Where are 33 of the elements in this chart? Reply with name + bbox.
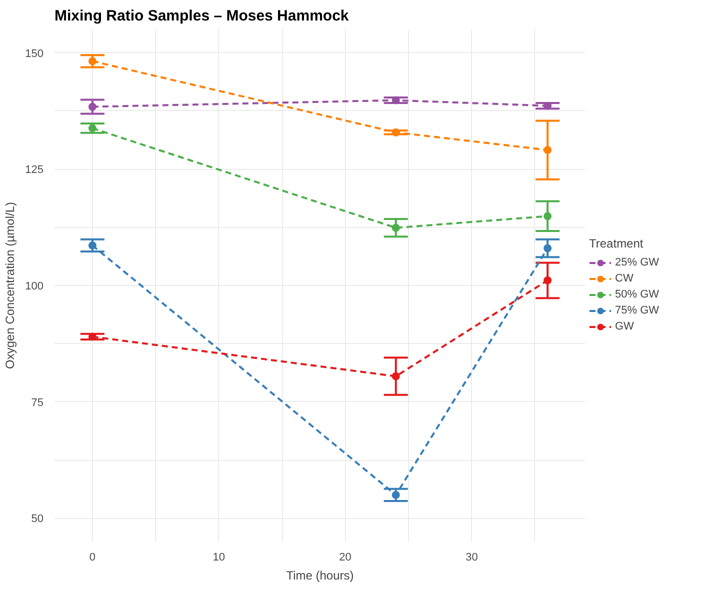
point — [88, 124, 96, 132]
y-tick-label: 50 — [31, 513, 44, 526]
point — [544, 276, 552, 284]
x-tick-label: 30 — [466, 552, 478, 564]
x-tick-label: 0 — [89, 552, 96, 564]
chart-title: Mixing Ratio Samples – Moses Hammock — [54, 8, 350, 24]
point — [392, 128, 400, 136]
point — [88, 102, 96, 111]
point — [544, 146, 552, 154]
point — [88, 241, 96, 250]
y-tick-label: 125 — [25, 164, 44, 176]
point — [392, 372, 400, 380]
point — [544, 102, 552, 110]
point — [392, 490, 400, 499]
point — [544, 212, 552, 220]
point — [544, 244, 552, 252]
legend-label: GW — [615, 320, 635, 332]
legend-label: 75% GW — [615, 304, 660, 316]
x-tick-label: 20 — [339, 552, 352, 564]
legend-label: 50% GW — [615, 288, 660, 300]
point — [88, 332, 96, 341]
legend-title: Treatment — [589, 236, 644, 250]
y-tick-label: 100 — [25, 280, 44, 292]
legend-label: 25% GW — [615, 256, 660, 268]
x-tick-label: 10 — [212, 552, 225, 564]
y-axis-title: Oxygen Concentration (µmol/L) — [3, 202, 18, 369]
y-tick-label: 150 — [25, 48, 44, 60]
y-tick-label: 75 — [31, 396, 44, 409]
legend-label: CW — [615, 272, 634, 284]
x-axis-title: Time (hours) — [286, 568, 354, 582]
point — [392, 224, 400, 232]
point — [88, 57, 96, 66]
point — [392, 96, 400, 104]
